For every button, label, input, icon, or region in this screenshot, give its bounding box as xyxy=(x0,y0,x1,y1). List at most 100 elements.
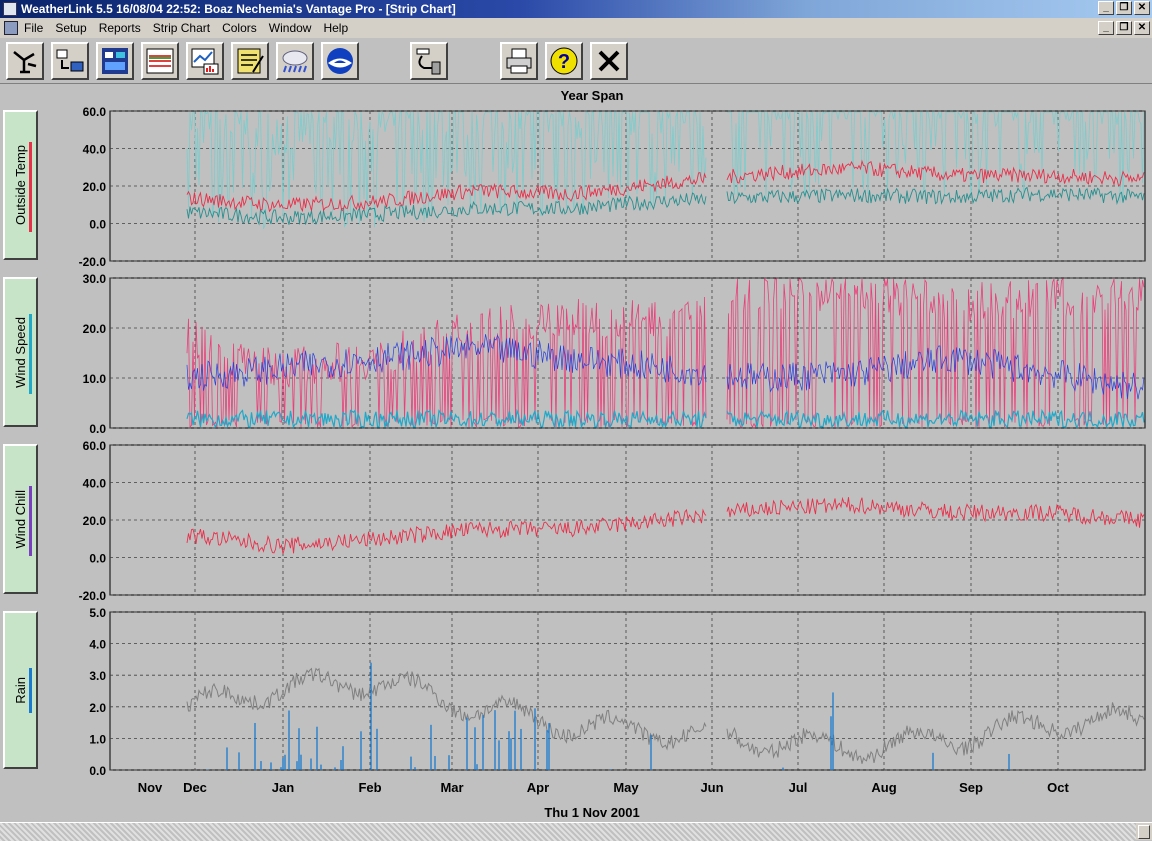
y-tick-label: 40.0 xyxy=(83,477,107,491)
plot-area xyxy=(109,611,1146,771)
connect-button[interactable] xyxy=(410,42,448,80)
scroll-thumb[interactable] xyxy=(1138,825,1150,839)
month-label: Oct xyxy=(1047,780,1069,795)
svg-text:?: ? xyxy=(558,51,570,73)
y-tick-label: 2.0 xyxy=(89,701,106,715)
month-label: Jun xyxy=(700,780,723,795)
y-tick-label: 60.0 xyxy=(83,439,107,453)
weather-button[interactable] xyxy=(276,42,314,80)
wind-vane-icon xyxy=(13,51,37,74)
summary-icon xyxy=(146,48,174,74)
restore-button[interactable]: ❐ xyxy=(1116,1,1132,15)
y-tick-label: 30.0 xyxy=(83,272,107,286)
wind-high-series xyxy=(186,277,1145,429)
toolbar: ? xyxy=(0,38,1152,84)
tab-outside-temp[interactable]: Outside Temp xyxy=(3,110,38,260)
panel-outside-temp: 60.0 40.0 20.0 0.0 -20.0 xyxy=(79,105,1146,269)
download-icon xyxy=(56,49,84,72)
menu-window[interactable]: Window xyxy=(268,21,312,35)
strip-chart: Year Span 60.0 40.0 20.0 0.0 -20.0 30.0 20.0 10… xyxy=(79,88,1146,820)
document-icon[interactable] xyxy=(4,21,18,35)
wind-speed-color-bar xyxy=(29,314,32,394)
wind-chill-color-bar xyxy=(29,486,32,556)
noaa-icon xyxy=(327,48,353,74)
title-bar: WeatherLink 5.5 16/08/04 22:52: Boaz Nec… xyxy=(0,0,1152,18)
wind-chill-series xyxy=(186,496,1145,554)
month-label: Aug xyxy=(871,780,896,795)
month-label: Jan xyxy=(272,780,294,795)
barometer-series xyxy=(186,667,1145,764)
y-tick-label: 20.0 xyxy=(83,514,107,528)
scroll-track[interactable] xyxy=(0,823,1136,841)
y-tick-label: 0.0 xyxy=(89,552,106,566)
panel-wind-chill: 60.0 40.0 20.0 0.0 -20.0 xyxy=(79,439,1146,603)
close-icon xyxy=(598,50,620,72)
y-tick-label: 20.0 xyxy=(83,322,107,336)
date-label: Thu 1 Nov 2001 xyxy=(544,805,639,820)
rain-bars xyxy=(206,662,1010,770)
child-close-button[interactable]: ✕ xyxy=(1134,21,1150,35)
menu-help[interactable]: Help xyxy=(323,21,349,35)
bulletin-button[interactable] xyxy=(96,42,134,80)
help-icon: ? xyxy=(550,47,578,75)
tab-rain[interactable]: Rain xyxy=(3,611,38,769)
close-window-button[interactable]: ✕ xyxy=(1134,1,1150,15)
status-scrollbar[interactable] xyxy=(0,822,1152,841)
outside-temp-color-bar xyxy=(29,142,32,232)
month-label: Mar xyxy=(440,780,463,795)
y-tick-label: 20.0 xyxy=(83,180,107,194)
child-minimize-button[interactable]: _ xyxy=(1098,21,1114,35)
notes-button[interactable] xyxy=(231,42,269,80)
noaa-button[interactable] xyxy=(321,42,359,80)
menu-bar: File Setup Reports Strip Chart Colors Wi… xyxy=(0,18,1152,38)
y-tick-label: 60.0 xyxy=(83,105,107,119)
minimize-button[interactable]: _ xyxy=(1098,1,1114,15)
menu-reports[interactable]: Reports xyxy=(98,21,141,35)
download-button[interactable] xyxy=(51,42,89,80)
wind-vane-button[interactable] xyxy=(6,42,44,80)
print-button[interactable] xyxy=(500,42,538,80)
tab-wind-chill[interactable]: Wind Chill xyxy=(3,444,38,594)
y-tick-label: -20.0 xyxy=(79,255,107,269)
panel-rain: 5.0 4.0 3.0 2.0 1.0 0.0 xyxy=(89,606,1146,778)
chart-title: Year Span xyxy=(561,88,624,103)
y-tick-label: 0.0 xyxy=(89,764,106,778)
graph-icon xyxy=(191,48,219,75)
y-tick-label: 3.0 xyxy=(89,669,106,683)
connect-icon xyxy=(416,48,441,75)
y-tick-label: 1.0 xyxy=(89,732,106,746)
menu-setup[interactable]: Setup xyxy=(55,21,87,35)
outside-temp-series xyxy=(186,159,1145,213)
month-label: Sep xyxy=(959,780,983,795)
graph-button[interactable] xyxy=(186,42,224,80)
menu-strip-chart[interactable]: Strip Chart xyxy=(152,21,211,35)
close-chart-button[interactable] xyxy=(590,42,628,80)
summary-button[interactable] xyxy=(141,42,179,80)
rain-color-bar xyxy=(29,668,32,713)
month-label: Jul xyxy=(789,780,808,795)
humidity-series xyxy=(186,110,1145,230)
wind-avg-series xyxy=(186,334,1145,400)
month-label: May xyxy=(613,780,639,795)
menu-file[interactable]: File xyxy=(24,21,44,35)
month-label: Feb xyxy=(358,780,381,795)
month-label: Apr xyxy=(527,780,549,795)
y-tick-label: 40.0 xyxy=(83,143,107,157)
bulletin-icon xyxy=(102,48,128,74)
month-label: Nov xyxy=(138,780,163,795)
y-tick-label: 4.0 xyxy=(89,638,106,652)
help-button[interactable]: ? xyxy=(545,42,583,80)
panel-wind-speed: 30.0 20.0 10.0 0.0 xyxy=(83,272,1146,436)
menu-colors[interactable]: Colors xyxy=(222,21,257,35)
tab-wind-speed[interactable]: Wind Speed xyxy=(3,277,38,427)
y-tick-label: 0.0 xyxy=(89,422,106,436)
notes-icon xyxy=(237,48,264,74)
month-label: Dec xyxy=(183,780,207,795)
weather-cloud-icon xyxy=(282,50,308,73)
child-restore-button[interactable]: ❐ xyxy=(1116,21,1132,35)
print-icon xyxy=(506,48,532,74)
app-icon xyxy=(3,2,17,16)
window-title: WeatherLink 5.5 16/08/04 22:52: Boaz Nec… xyxy=(21,2,456,16)
y-tick-label: 0.0 xyxy=(89,218,106,232)
y-tick-label: -20.0 xyxy=(79,589,107,603)
